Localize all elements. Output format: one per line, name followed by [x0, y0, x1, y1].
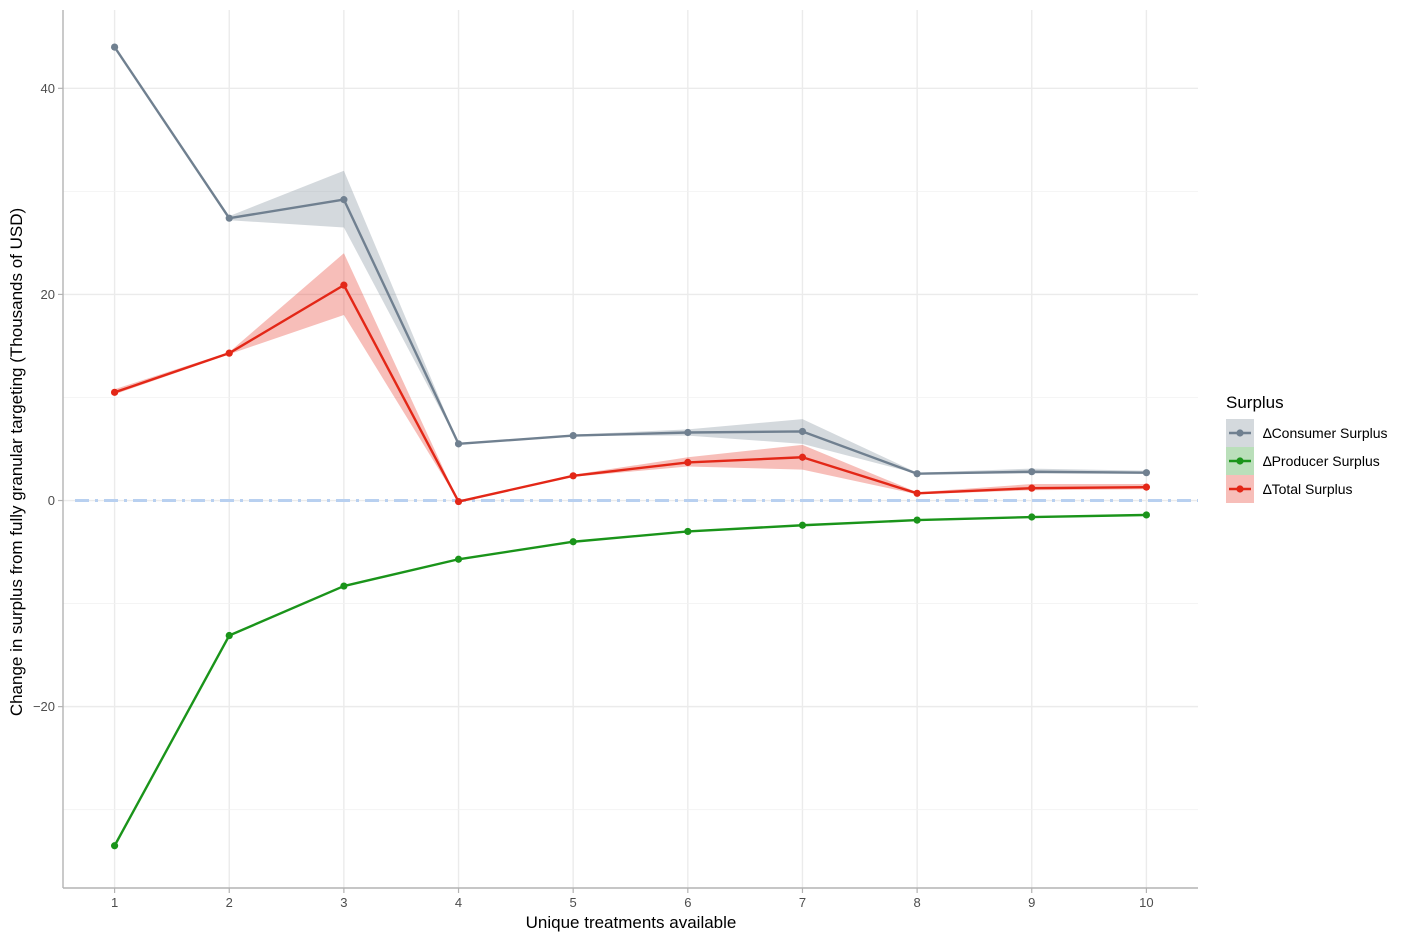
consumer-surplus-point: [684, 428, 692, 437]
legend-title: Surplus: [1226, 393, 1284, 412]
consumer-surplus-point: [1028, 468, 1036, 476]
legend-items: ∆Consumer Surplus ∆Producer Surplus ∆Total…: [1226, 419, 1388, 503]
total-surplus-point: [1028, 484, 1036, 492]
total-surplus-point: [340, 281, 348, 289]
producer-surplus-point: [110, 842, 119, 850]
x-tick-label: 9: [1028, 895, 1035, 910]
legend: Surplus ∆Consumer Surplus ∆Producer Surpl…: [1226, 393, 1388, 503]
x-axis-title: Unique treatments available: [526, 913, 737, 932]
grid: [63, 10, 1198, 888]
x-tick-label: 4: [455, 895, 462, 910]
total-surplus-point: [798, 453, 807, 461]
x-tick-label: 6: [684, 895, 691, 910]
x-tick-label: 10: [1139, 895, 1153, 910]
producer-surplus-point: [569, 538, 577, 546]
producer-surplus-line: [113, 513, 1147, 847]
producer-surplus-point: [340, 582, 348, 590]
x-tick-label: 8: [913, 895, 920, 910]
y-tick-label: 40: [41, 81, 55, 96]
producer-surplus-point: [913, 516, 921, 524]
legend-key-point: [1236, 429, 1244, 437]
consumer-surplus-point: [225, 214, 233, 222]
consumer-surplus-point: [110, 43, 119, 51]
consumer-surplus-point: [913, 470, 921, 478]
legend-item-total-surplus: ∆Total Surplus: [1226, 475, 1353, 503]
consumer-surplus-point: [798, 427, 807, 436]
total-surplus-band: [114, 253, 1147, 502]
consumer-surplus-point: [340, 196, 348, 204]
legend-label: ∆Producer Surplus: [1263, 453, 1380, 469]
consumer-surplus-point: [1142, 469, 1151, 477]
legend-item-producer-surplus: ∆Producer Surplus: [1226, 447, 1380, 475]
ticks: 1 2 3 4 5 6 7 8 9 10 −20 0 20 40: [33, 81, 1154, 910]
total-surplus-point: [1142, 483, 1151, 491]
producer-surplus-band: [114, 514, 1147, 846]
y-tick-label: 20: [41, 287, 55, 302]
legend-key-point: [1236, 457, 1244, 465]
consumer-surplus-band: [114, 47, 1147, 474]
total-surplus-point: [225, 349, 233, 357]
legend-label: ∆Total Surplus: [1263, 481, 1353, 497]
y-axis-title: Change in surplus from fully granular ta…: [7, 208, 26, 716]
y-tick-label: 0: [48, 493, 55, 508]
x-tick-label: 7: [799, 895, 806, 910]
legend-label: ∆Consumer Surplus: [1263, 425, 1388, 441]
legend-item-consumer-surplus: ∆Consumer Surplus: [1226, 419, 1388, 447]
x-tick-label: 1: [111, 895, 118, 910]
producer-surplus-point: [454, 555, 463, 563]
total-surplus-point: [454, 497, 463, 506]
producer-surplus-point: [225, 631, 233, 640]
producer-surplus-point: [1142, 511, 1151, 519]
producer-surplus-point: [798, 521, 807, 529]
total-surplus-point: [684, 458, 692, 466]
consumer-surplus-line: [113, 46, 1147, 475]
total-surplus-point: [913, 489, 921, 497]
series-points: [110, 43, 1151, 850]
total-surplus-line: [114, 283, 1147, 503]
x-tick-label: 5: [570, 895, 577, 910]
x-tick-label: 2: [226, 895, 233, 910]
series-lines: [113, 46, 1147, 847]
axes: [62, 10, 1198, 889]
total-surplus-point: [110, 388, 119, 396]
y-tick-label: −20: [33, 699, 55, 714]
x-tick-label: 3: [340, 895, 347, 910]
consumer-surplus-point: [454, 440, 463, 448]
total-surplus-point: [569, 472, 577, 480]
producer-surplus-point: [1028, 513, 1036, 521]
producer-surplus-point: [684, 527, 692, 536]
confidence-bands: [114, 47, 1147, 846]
legend-key-point: [1236, 485, 1244, 493]
consumer-surplus-point: [569, 432, 577, 440]
